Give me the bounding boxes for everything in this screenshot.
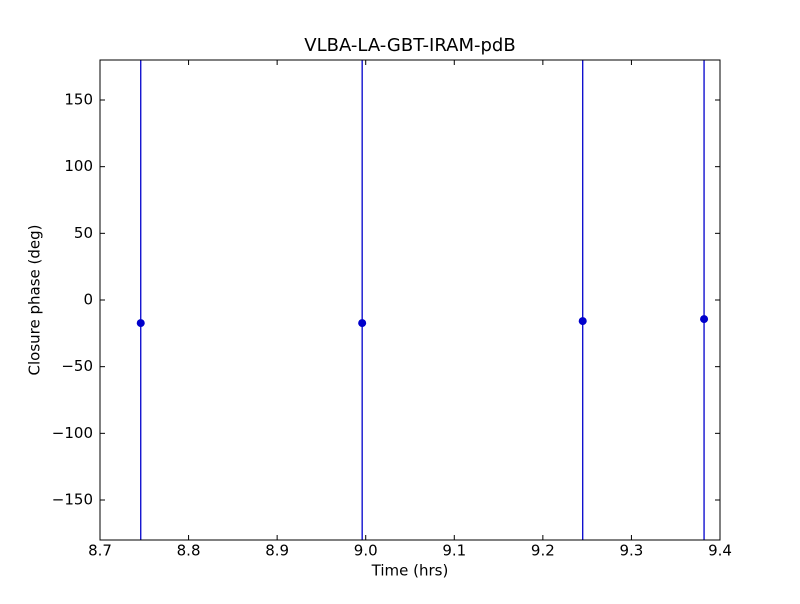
y-axis-label: Closure phase (deg) bbox=[26, 225, 44, 376]
x-tick-label: 9.4 bbox=[708, 542, 732, 560]
data-point bbox=[136, 319, 145, 328]
x-tick-label: 8.9 bbox=[265, 542, 289, 560]
y-tick-label: −150 bbox=[52, 491, 93, 509]
chart-title: VLBA-LA-GBT-IRAM-pdB bbox=[304, 35, 515, 56]
y-tick-label: 150 bbox=[64, 91, 93, 109]
data-point bbox=[578, 317, 587, 326]
x-tick-label: 9.1 bbox=[442, 542, 466, 560]
x-tick-label: 8.8 bbox=[177, 542, 201, 560]
x-tick-label: 8.7 bbox=[88, 542, 112, 560]
x-tick-label: 9.3 bbox=[619, 542, 643, 560]
x-axis-label: Time (hrs) bbox=[371, 562, 449, 580]
y-tick-label: −50 bbox=[61, 357, 93, 375]
y-tick-label: 100 bbox=[64, 157, 93, 175]
data-point bbox=[358, 319, 367, 328]
y-tick-label: 50 bbox=[74, 224, 93, 242]
plot-area bbox=[136, 60, 709, 540]
x-tick-label: 9.0 bbox=[354, 542, 378, 560]
x-tick-label: 9.2 bbox=[531, 542, 555, 560]
y-tick-label: 0 bbox=[83, 291, 93, 309]
y-tick-label: −100 bbox=[52, 424, 93, 442]
data-point bbox=[700, 315, 709, 324]
